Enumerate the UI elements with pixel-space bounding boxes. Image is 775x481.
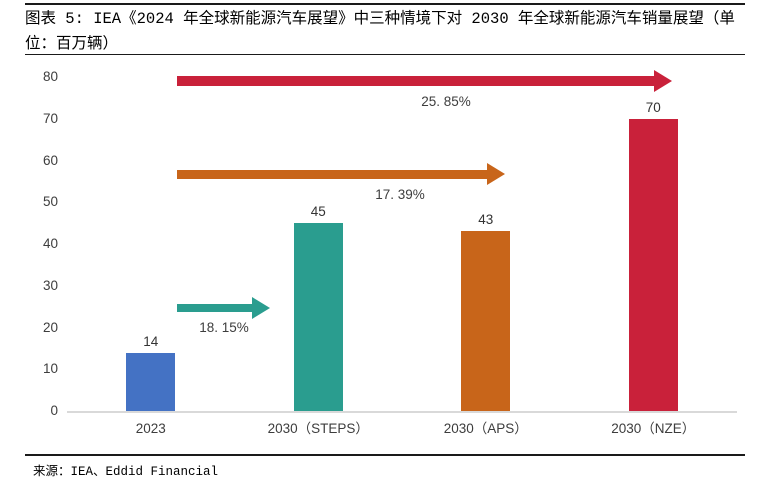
figure-title: 图表 5: IEA《2024 年全球新能源汽车展望》中三种情境下对 2030 年… bbox=[25, 10, 735, 53]
growth-rate-label: 25. 85% bbox=[421, 94, 471, 109]
bar-value-label: 43 bbox=[478, 212, 494, 228]
growth-arrow-body bbox=[177, 76, 656, 86]
bar bbox=[628, 118, 678, 411]
top-border-rule bbox=[25, 3, 745, 5]
x-tick-label: 2023 bbox=[135, 421, 166, 436]
bar-value-label: 45 bbox=[310, 204, 326, 220]
y-tick-label: 70 bbox=[42, 110, 58, 126]
y-tick-label: 50 bbox=[42, 194, 58, 210]
bar-value-label: 70 bbox=[645, 99, 661, 115]
growth-arrow-body bbox=[177, 169, 489, 179]
bar bbox=[461, 231, 511, 411]
x-tick-label: 2030（NZE） bbox=[611, 421, 696, 436]
x-axis-line bbox=[67, 411, 737, 413]
source-text: 来源：IEA、Eddid Financial bbox=[33, 465, 219, 479]
growth-rate-label: 18. 15% bbox=[199, 320, 249, 335]
y-tick-label: 0 bbox=[50, 403, 58, 418]
x-tick-label: 2030（APS） bbox=[443, 421, 528, 436]
bar bbox=[293, 223, 343, 411]
footer-divider-rule bbox=[25, 454, 745, 456]
title-divider-rule bbox=[25, 54, 745, 55]
growth-arrow-head-icon bbox=[654, 70, 672, 92]
bar-value-label: 14 bbox=[143, 333, 159, 349]
y-tick-label: 20 bbox=[42, 319, 58, 335]
bar bbox=[126, 352, 176, 411]
y-tick-label: 10 bbox=[42, 361, 58, 377]
y-tick-label: 60 bbox=[42, 152, 58, 168]
y-tick-label: 30 bbox=[42, 277, 58, 293]
growth-arrow-body bbox=[177, 304, 254, 312]
growth-rate-label: 17. 39% bbox=[375, 187, 425, 202]
growth-arrow-head-icon bbox=[487, 163, 505, 185]
y-tick-label: 80 bbox=[42, 69, 58, 84]
growth-arrow-head-icon bbox=[252, 297, 270, 319]
x-tick-label: 2030（STEPS） bbox=[267, 421, 369, 436]
y-tick-label: 40 bbox=[42, 236, 58, 251]
